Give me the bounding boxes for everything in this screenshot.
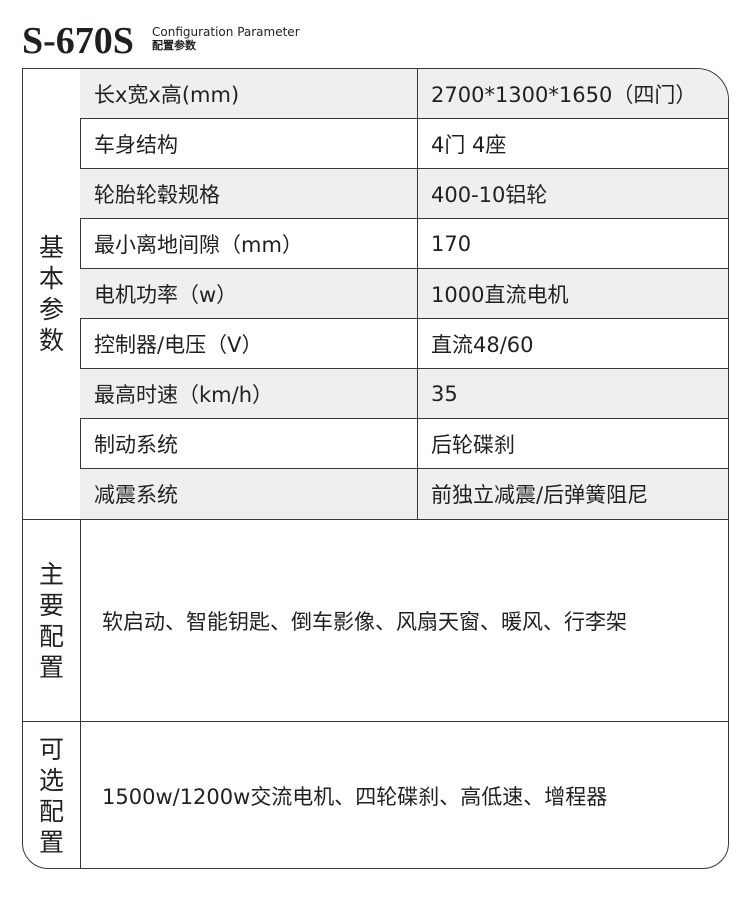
param-value: 2700*1300*1650（四门）	[431, 82, 697, 107]
label-char: 基	[38, 233, 64, 262]
subtitle: Configuration Parameter 配置参数	[152, 25, 300, 53]
param-value: 170	[431, 231, 472, 256]
section-label: 主 要 配 置	[23, 520, 81, 721]
param-name: 最高时速（km/h）	[80, 369, 418, 418]
table-row: 电机功率（w） 1000直流电机	[80, 269, 728, 319]
subtitle-en: Configuration Parameter	[152, 25, 300, 39]
label-char: 配	[38, 797, 64, 826]
model-name: S-670S	[22, 20, 134, 62]
param-name: 电机功率（w）	[80, 269, 418, 318]
table-row: 减震系统 前独立减震/后弹簧阻尼	[80, 469, 728, 519]
label-char: 主	[38, 559, 64, 589]
section-label: 可 选 配 置	[23, 722, 81, 868]
table-row: 最小离地间隙（mm） 170	[80, 219, 728, 269]
subtitle-cn: 配置参数	[152, 39, 196, 52]
label-char: 本	[38, 264, 64, 293]
section-optional-config: 可 选 配 置 1500w/1200w交流电机、四轮碟刹、高低速、增程器	[23, 722, 728, 868]
label-char: 选	[38, 766, 64, 795]
param-value: 1000直流电机	[431, 282, 569, 307]
table-row: 最高时速（km/h） 35	[80, 369, 728, 419]
param-value: 直流48/60	[431, 332, 534, 357]
param-name: 最小离地间隙（mm）	[80, 219, 418, 268]
table-row: 车身结构 4门 4座	[80, 119, 728, 169]
main-config-value: 软启动、智能钥匙、倒车影像、风扇天窗、暖风、行李架	[102, 609, 627, 634]
table-row: 控制器/电压（V） 直流48/60	[80, 319, 728, 369]
table-row: 制动系统 后轮碟刹	[80, 419, 728, 469]
param-value: 4门 4座	[431, 132, 507, 157]
label-char: 数	[38, 326, 64, 355]
label-char: 置	[38, 652, 64, 682]
param-value: 35	[431, 381, 458, 406]
table-row: 轮胎轮毂规格 400-10铝轮	[80, 169, 728, 219]
label-char: 置	[38, 828, 64, 857]
param-name: 控制器/电压（V）	[80, 319, 418, 368]
param-name: 减震系统	[80, 469, 418, 519]
param-value: 后轮碟刹	[431, 432, 515, 457]
spec-table: 基 本 参 数 长x宽x高(mm) 2700*1300*1650（四门） 车身结构 4…	[22, 68, 729, 869]
label-char: 参	[38, 295, 64, 324]
param-name: 轮胎轮毂规格	[80, 169, 418, 218]
param-name: 制动系统	[80, 419, 418, 468]
param-value: 前独立减震/后弹簧阻尼	[431, 483, 649, 507]
label-char: 要	[38, 590, 64, 620]
param-name: 长x宽x高(mm)	[80, 69, 418, 118]
optional-config-value: 1500w/1200w交流电机、四轮碟刹、高低速、增程器	[102, 785, 608, 809]
table-row: 长x宽x高(mm) 2700*1300*1650（四门）	[80, 69, 728, 119]
param-name: 车身结构	[80, 119, 418, 168]
section-main-config: 主 要 配 置 软启动、智能钥匙、倒车影像、风扇天窗、暖风、行李架	[23, 520, 728, 722]
section-label: 基 本 参 数	[23, 69, 81, 519]
section-basic: 基 本 参 数 长x宽x高(mm) 2700*1300*1650（四门） 车身结构 4…	[23, 69, 728, 520]
param-value: 400-10铝轮	[431, 182, 548, 207]
label-char: 可	[38, 735, 64, 764]
label-char: 配	[38, 621, 64, 651]
